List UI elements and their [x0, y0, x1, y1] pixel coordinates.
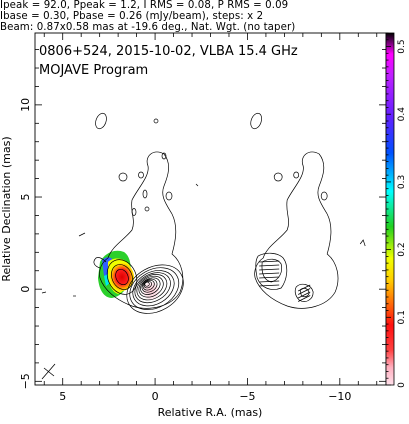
- contour-island: [153, 118, 159, 124]
- pol-contour-island: [273, 172, 283, 182]
- polarization-panel: [250, 112, 366, 309]
- colorbar-tick-label: 0.2: [397, 242, 407, 256]
- chart-subtitle: MOJAVE Program: [39, 63, 148, 78]
- pol-contour-knot: [255, 252, 288, 290]
- evpa-vector: [259, 264, 280, 267]
- evpa-vector: [259, 276, 280, 279]
- contour-core-level: [144, 281, 150, 287]
- y-axis-label: Relative Declination (mas): [0, 136, 13, 281]
- x-tick-label: 5: [59, 390, 66, 403]
- y-tick-label: −5: [19, 373, 32, 389]
- contour-speck: [41, 291, 47, 294]
- colorbar-tick-label: 0: [397, 382, 407, 388]
- contour-core-level: [136, 274, 168, 301]
- contour-core-level: [126, 264, 184, 314]
- contour-core-level: [140, 277, 161, 295]
- contour-core-level: [138, 275, 164, 298]
- y-tick-label: 0: [19, 286, 32, 293]
- contour-island: [138, 171, 144, 179]
- evpa-vector: [259, 260, 280, 263]
- contour-island: [144, 206, 150, 212]
- contour-jet-envelope: [99, 151, 184, 309]
- contour-island: [95, 112, 107, 130]
- header-line-1: Ipeak = 92.0, Ppeak = 1.2, I RMS = 0.08,…: [0, 0, 289, 11]
- contour-island: [161, 152, 167, 160]
- pol-contour-island: [250, 112, 262, 130]
- contour-island: [165, 191, 173, 201]
- evpa-vector: [298, 288, 311, 295]
- x-tick-label: 0: [152, 390, 159, 403]
- contour-core-level: [142, 279, 155, 291]
- header-line-2: Ibase = 0.30, Pbase = 0.26 (mJy/beam), s…: [0, 11, 264, 22]
- contour-island: [142, 189, 148, 199]
- evpa-vector: [259, 272, 280, 275]
- contour-jet-spur: [93, 257, 107, 269]
- pol-contour-island: [320, 191, 328, 201]
- x-tick-label: −10: [328, 390, 351, 403]
- beam-marker: [41, 363, 56, 380]
- header-line-3: Beam: 0.87x0.58 mas at -19.6 deg., Nat. …: [0, 22, 296, 33]
- contour-core-level: [134, 272, 171, 304]
- contour-knot-inner: [115, 268, 129, 286]
- colorbar-ticks: 0 0.1 0.2 0.3 0.4 0.5: [386, 32, 407, 388]
- colorbar-tick-label: 0.4: [397, 107, 407, 122]
- pol-contour-speck: [359, 239, 366, 247]
- contour-core-level: [141, 278, 158, 293]
- evpa-vector: [298, 284, 311, 292]
- contour-island: [118, 172, 128, 182]
- contour-knot-outer: [106, 259, 138, 295]
- pol-contour-knot-inner: [261, 258, 283, 283]
- pol-contour-core: [294, 283, 314, 302]
- x-tick-label: −5: [239, 390, 255, 403]
- contour-core-level: [132, 270, 175, 307]
- x-axis-label: Relative R.A. (mas): [158, 406, 263, 419]
- contour-speck: [78, 232, 86, 237]
- contour-island: [131, 208, 137, 216]
- colorbar-tick-label: 0.1: [397, 310, 407, 324]
- chart-title: 0806+524, 2015-10-02, VLBA 15.4 GHz: [39, 44, 298, 59]
- y-tick-label: 5: [19, 194, 32, 201]
- axis-ticks: [35, 33, 386, 385]
- plot-frame: [34, 32, 387, 386]
- evpa-vector: [259, 280, 280, 283]
- contour-speck: [195, 183, 199, 187]
- y-tick-label: 10: [19, 98, 32, 112]
- pol-colour-knot: [110, 263, 134, 291]
- pol-contour-envelope: [254, 151, 339, 309]
- colorbar-tick-label: 0.3: [397, 175, 407, 189]
- colorbar-tick-label: 0.5: [397, 39, 407, 53]
- x-tick-labels: 5 0 −5 −10: [59, 390, 351, 403]
- contour-knot-mid: [111, 264, 133, 290]
- evpa-vector: [259, 284, 280, 287]
- pol-contour-island: [293, 171, 300, 179]
- evpa-vector: [259, 268, 280, 271]
- evpa-vector: [298, 291, 311, 299]
- contour-core-level: [129, 267, 180, 310]
- map-layer: [41, 112, 366, 314]
- contour-lines: [41, 112, 366, 314]
- evpa-vector: [298, 295, 311, 302]
- y-tick-labels: −5 0 5 10: [19, 98, 32, 390]
